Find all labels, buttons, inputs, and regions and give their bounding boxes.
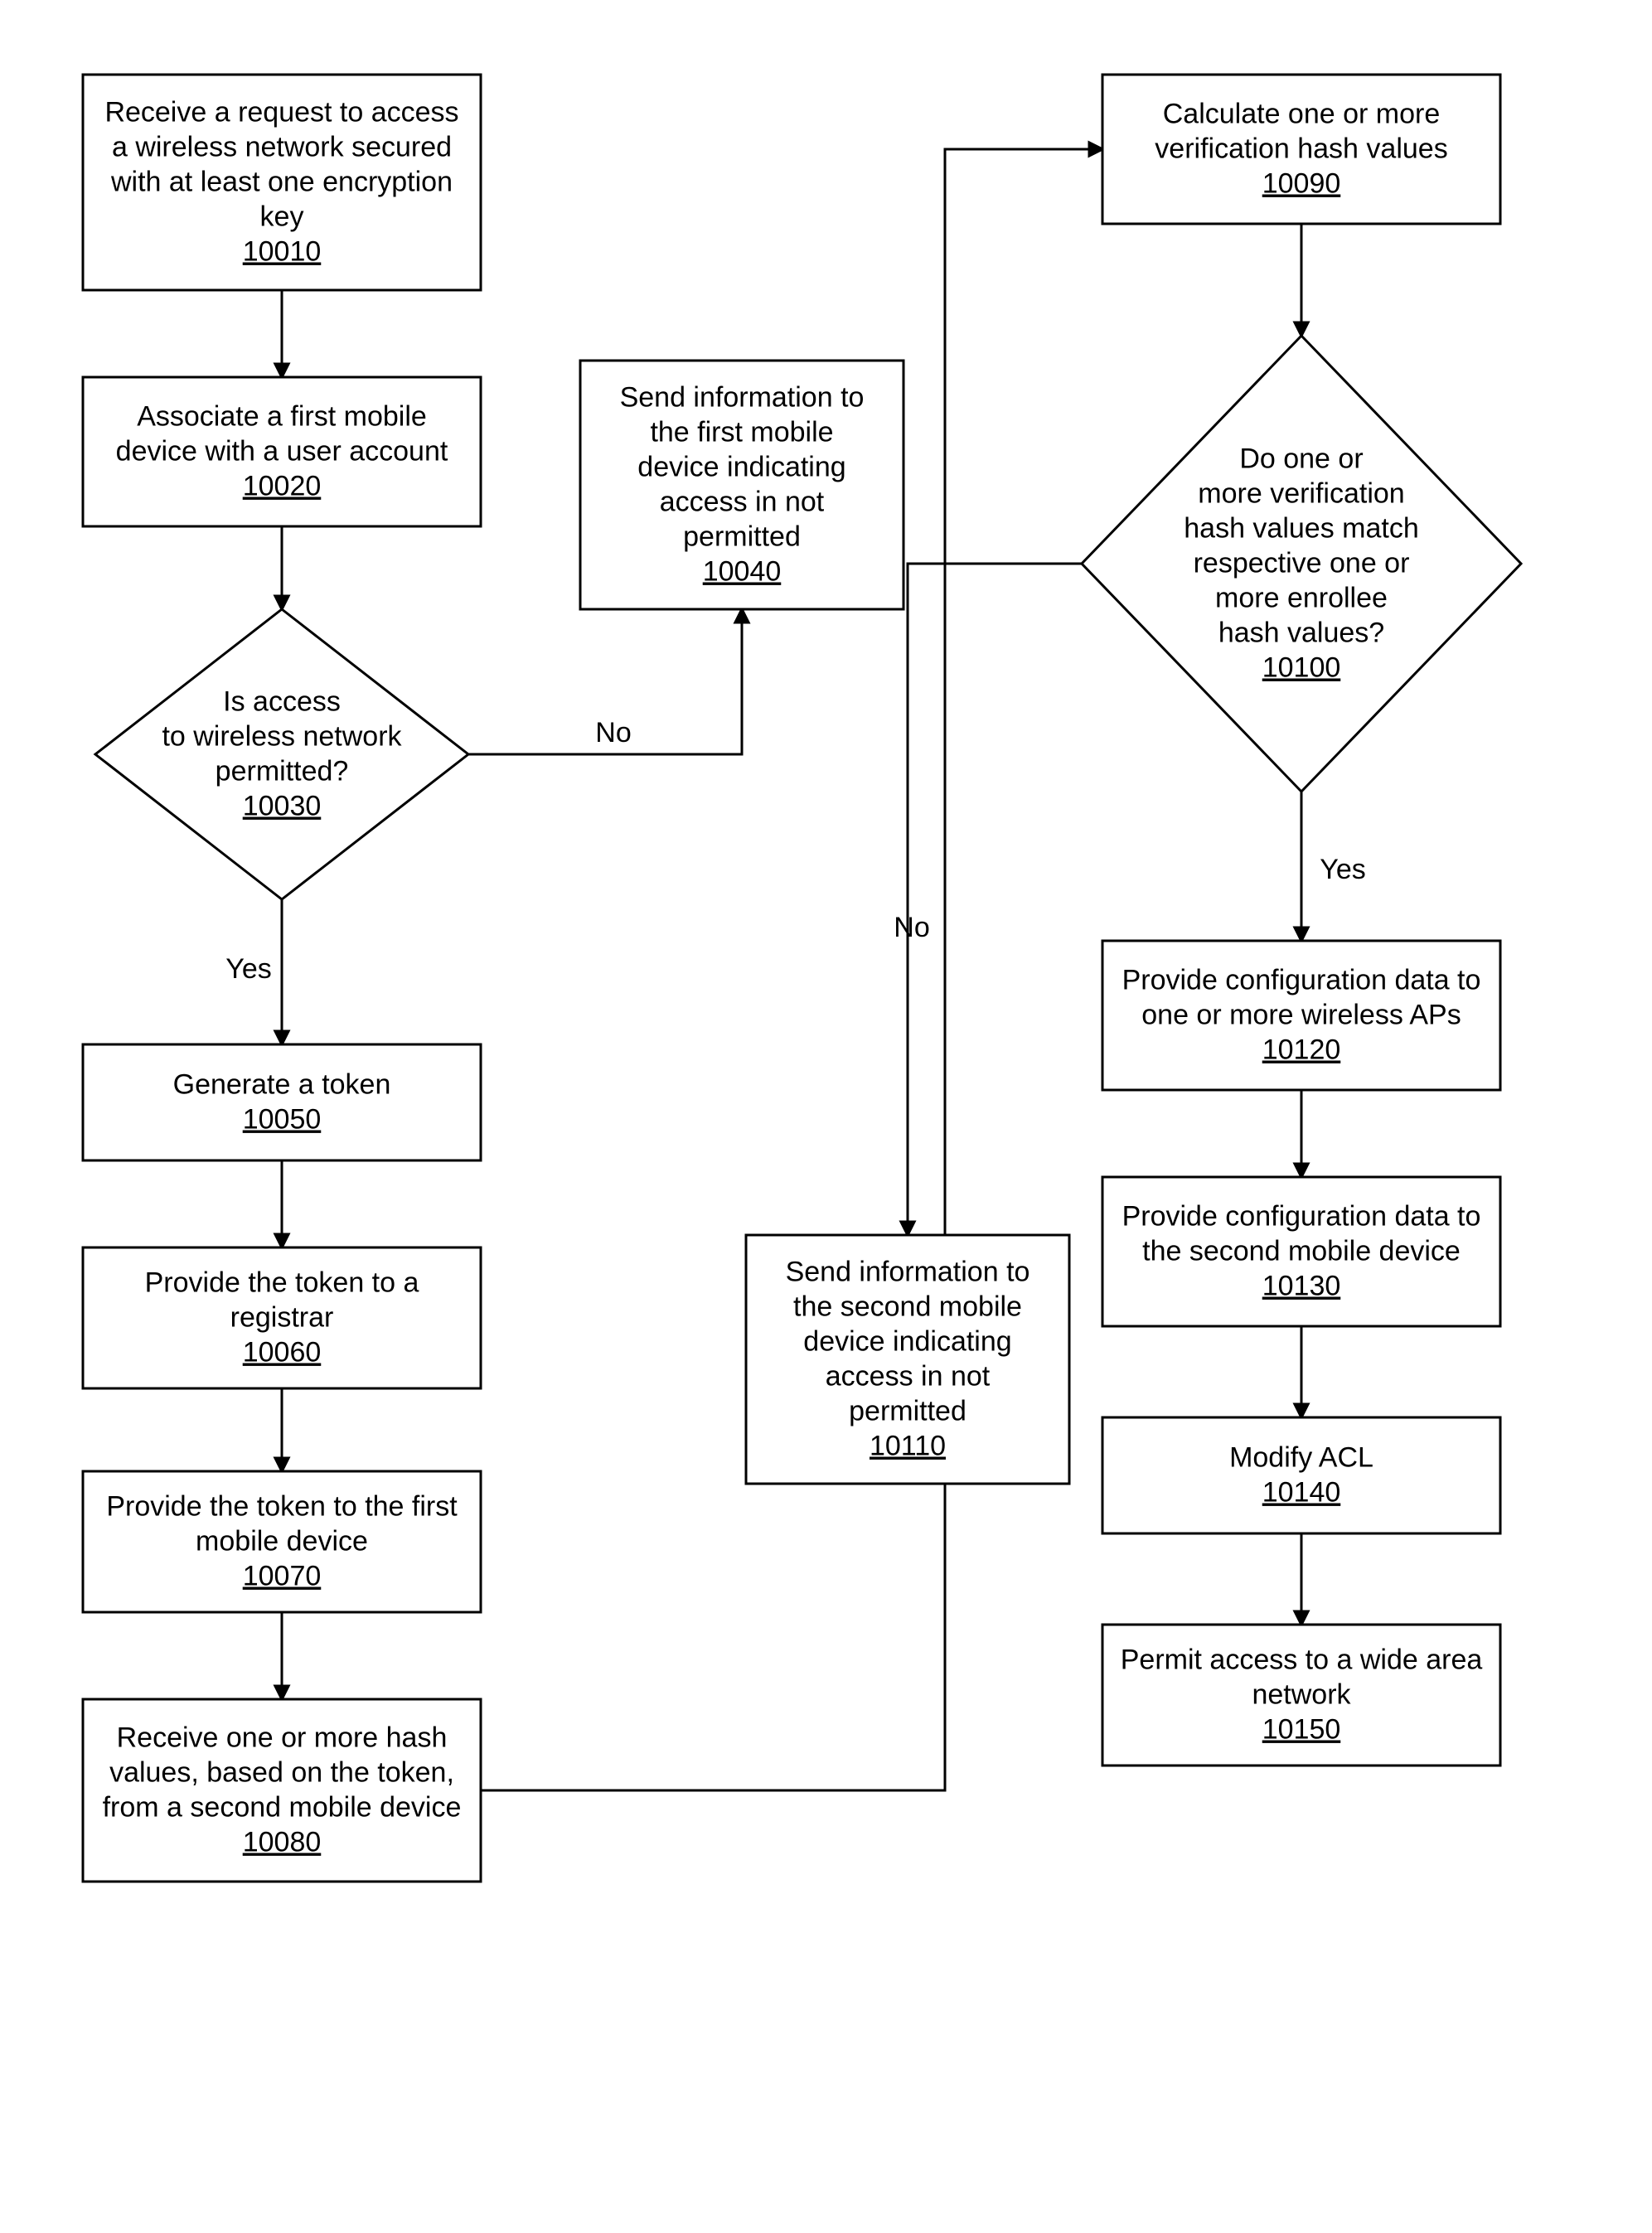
- node-code: 10030: [243, 791, 322, 822]
- edge-label: Yes: [225, 953, 271, 985]
- node-text: key: [260, 201, 304, 233]
- node-n10020: Associate a first mobiledevice with a us…: [83, 377, 481, 526]
- node-text: respective one or: [1194, 548, 1410, 579]
- node-text: Send information to: [620, 382, 865, 414]
- node-text: more enrollee: [1215, 583, 1388, 614]
- node-text: Receive a request to access: [104, 97, 458, 128]
- node-n10130: Provide configuration data tothe second …: [1102, 1177, 1500, 1326]
- node-code: 10110: [870, 1431, 946, 1462]
- node-n10030: Is accessto wireless networkpermitted? 10…: [95, 609, 468, 899]
- node-text: Is access: [223, 686, 341, 718]
- node-text: Provide configuration data to: [1122, 1201, 1481, 1233]
- node-n10050: Generate a token10050: [83, 1044, 481, 1160]
- node-code: 10150: [1262, 1714, 1341, 1746]
- node-text: Modify ACL: [1229, 1442, 1373, 1474]
- node-code: 10010: [243, 236, 322, 268]
- node-code: 10120: [1262, 1034, 1341, 1066]
- node-n10120: Provide configuration data to one or more…: [1102, 941, 1500, 1090]
- node-text: verification hash values: [1155, 133, 1447, 165]
- node-n10070: Provide the token to the firstmobile dev…: [83, 1471, 481, 1612]
- node-n10060: Provide the token to aregistrar10060: [83, 1247, 481, 1388]
- node-n10010: Receive a request to access a wireless ne…: [83, 75, 481, 290]
- node-text: one or more wireless APs: [1141, 1000, 1461, 1031]
- node-text: values, based on the token,: [109, 1757, 454, 1789]
- node-text: Provide the token to a: [145, 1267, 419, 1299]
- node-text: the second mobile: [793, 1291, 1022, 1323]
- node-text: from a second mobile device: [103, 1792, 462, 1824]
- node-text: Provide the token to the first: [106, 1491, 458, 1523]
- node-text: Permit access to a wide area: [1121, 1644, 1483, 1676]
- node-text: Provide configuration data to: [1122, 965, 1481, 996]
- nodes: Receive a request to access a wireless ne…: [83, 75, 1521, 1882]
- node-text: the first mobile: [650, 417, 833, 448]
- node-text: Generate a token: [173, 1069, 391, 1101]
- node-n10100: Do one ormore verificationhash values ma…: [1082, 336, 1521, 792]
- node-text: device indicating: [803, 1326, 1011, 1358]
- edge-label: No: [894, 912, 929, 943]
- node-code: 10070: [243, 1561, 322, 1592]
- edge-label: No: [595, 717, 631, 748]
- node-n10090: Calculate one or moreverification hash v…: [1102, 75, 1500, 224]
- node-code: 10050: [243, 1104, 322, 1136]
- node-text: the second mobile device: [1142, 1236, 1461, 1267]
- node-text: device with a user account: [116, 436, 448, 467]
- node-text: a wireless network secured: [112, 132, 452, 163]
- node-code: 10130: [1262, 1271, 1341, 1302]
- node-text: Associate a first mobile: [137, 401, 427, 433]
- node-text: permitted: [683, 521, 801, 553]
- node-text: more verification: [1198, 478, 1404, 510]
- node-text: Receive one or more hash: [117, 1722, 448, 1754]
- node-code: 10090: [1262, 168, 1341, 200]
- node-text: network: [1252, 1679, 1351, 1711]
- node-text: permitted: [849, 1396, 966, 1427]
- node-text: device indicating: [637, 452, 845, 483]
- node-text: to wireless network: [162, 721, 402, 753]
- node-code: 10080: [243, 1827, 322, 1858]
- node-code: 10140: [1262, 1477, 1341, 1509]
- node-n10140: Modify ACL10140: [1102, 1417, 1500, 1533]
- node-code: 10060: [243, 1337, 322, 1368]
- node-n10040: Send information tothe first mobile devic…: [580, 361, 904, 609]
- node-code: 10100: [1262, 652, 1341, 684]
- node-text: access in not: [660, 487, 825, 518]
- node-code: 10040: [703, 556, 782, 588]
- node-text: hash values match: [1184, 513, 1419, 545]
- node-text: Calculate one or more: [1163, 99, 1441, 130]
- node-text: Do one or: [1239, 443, 1363, 475]
- node-n10150: Permit access to a wide areanetwork10150: [1102, 1625, 1500, 1766]
- flowchart: No Yes No Yes Receive a request to access a …: [0, 0, 1652, 2233]
- node-text: Send information to: [786, 1257, 1030, 1288]
- node-text: hash values?: [1218, 618, 1384, 649]
- node-text: permitted?: [216, 756, 349, 787]
- edge-label: Yes: [1320, 854, 1365, 885]
- node-n10110: Send information tothe second mobiledevi…: [746, 1235, 1069, 1484]
- edge-n10100-n10110: [908, 564, 1082, 1235]
- node-text: with at least one encryption: [110, 167, 453, 198]
- node-n10080: Receive one or more hashvalues, based on…: [83, 1699, 481, 1882]
- node-text: access in not: [826, 1361, 991, 1393]
- node-code: 10020: [243, 471, 322, 502]
- node-text: registrar: [230, 1302, 334, 1334]
- node-text: mobile device: [196, 1526, 368, 1557]
